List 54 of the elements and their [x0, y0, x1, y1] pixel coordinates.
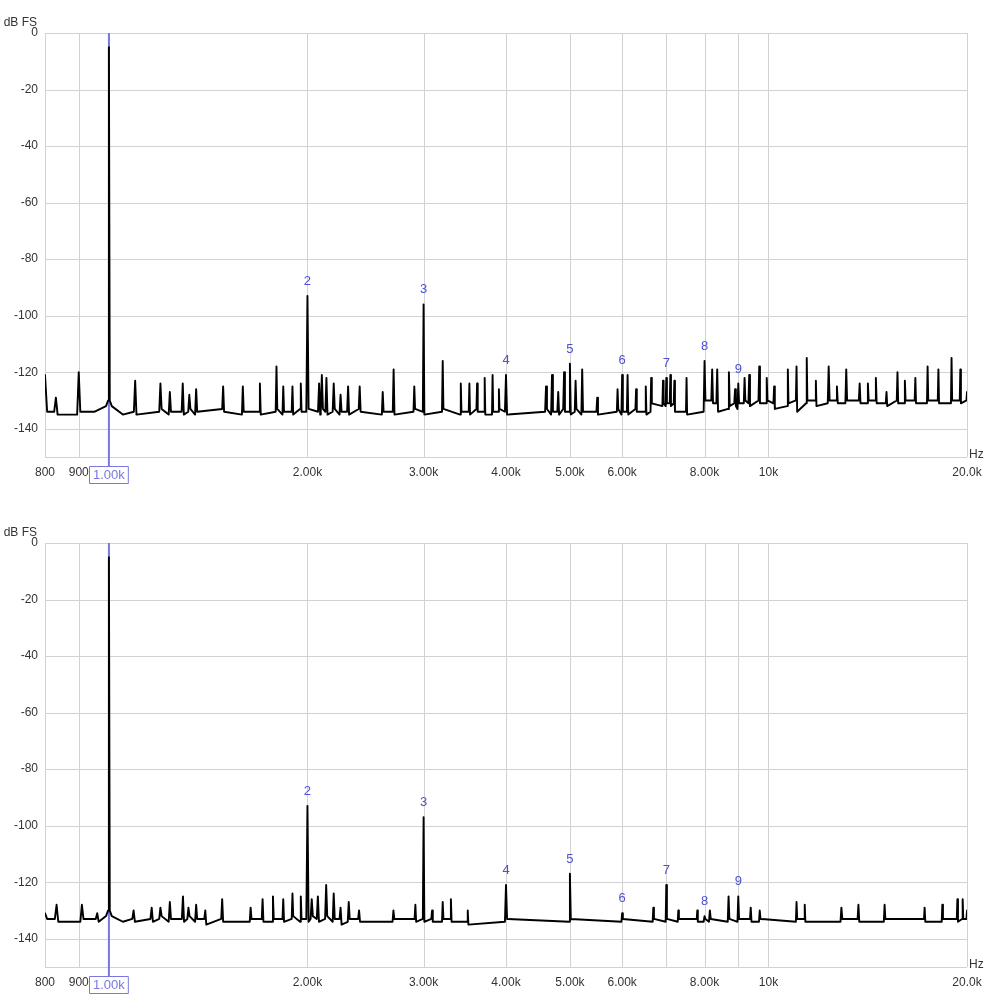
- y-tick-label: -20: [20, 591, 39, 606]
- y-tick-label: -40: [20, 138, 39, 153]
- annotation: 4: [502, 352, 510, 368]
- x-tick-label: 800: [34, 975, 56, 990]
- x-axis-title: Hz: [969, 957, 984, 971]
- x-tick-label: 900: [68, 975, 90, 990]
- x-tick-label: 20.0k: [952, 975, 983, 990]
- annotation: 8: [700, 337, 709, 353]
- x-tick-label: 6.00k: [607, 465, 638, 480]
- y-tick-label: -100: [13, 817, 39, 832]
- annotation: 3: [419, 281, 428, 297]
- x-tick-label: 2.00k: [292, 465, 324, 480]
- x-tick-label: 4.00k: [491, 465, 522, 480]
- x-tick-label: 900: [68, 465, 90, 480]
- annotation: 5: [566, 850, 574, 866]
- y-tick-label: -60: [20, 194, 39, 209]
- x-tick-label: 3.00k: [408, 465, 440, 480]
- x-tick-label: 800: [34, 465, 56, 480]
- x-tick-label: 10k: [758, 465, 780, 480]
- y-tick-label: -80: [20, 251, 39, 266]
- y-tick-label: -120: [13, 364, 39, 379]
- annotation: 5: [566, 340, 574, 356]
- ref-line-label: 1.00k: [93, 467, 126, 483]
- annotation: 7: [662, 354, 670, 370]
- x-tick-label: 10k: [758, 975, 780, 990]
- y-tick-label: -80: [20, 761, 39, 776]
- x-tick-label: 20.0k: [952, 465, 983, 480]
- x-tick-label: 5.00k: [555, 975, 586, 990]
- y-tick-label: -40: [20, 648, 39, 663]
- x-tick-label: 6.00k: [607, 975, 638, 990]
- y-tick-label: -120: [13, 874, 39, 889]
- x-tick-label: 4.00k: [491, 975, 522, 990]
- annotation: 2: [303, 272, 312, 288]
- annotation: 9: [734, 360, 742, 376]
- annotation: 4: [502, 862, 510, 878]
- y-tick-label: -60: [20, 704, 39, 719]
- annotation: 3: [419, 794, 428, 810]
- annotation: 6: [618, 890, 626, 906]
- x-tick-label: 3.00k: [408, 975, 440, 990]
- annotation: 8: [700, 893, 709, 909]
- annotation: 9: [734, 873, 742, 889]
- annotation: 6: [618, 352, 626, 368]
- x-tick-label: 2.00k: [292, 975, 324, 990]
- ref-line-label: 1.00k: [93, 977, 126, 993]
- y-tick-label: -140: [13, 931, 39, 946]
- y-tick-label: -140: [13, 421, 39, 436]
- x-tick-label: 8.00k: [689, 465, 721, 480]
- x-axis-title: Hz: [969, 447, 984, 461]
- y-tick-label: -100: [13, 307, 39, 322]
- x-tick-label: 5.00k: [555, 465, 586, 480]
- annotation: 2: [303, 782, 312, 798]
- y-tick-label: -20: [20, 81, 39, 96]
- annotation: 7: [662, 862, 670, 878]
- x-tick-label: 8.00k: [689, 975, 721, 990]
